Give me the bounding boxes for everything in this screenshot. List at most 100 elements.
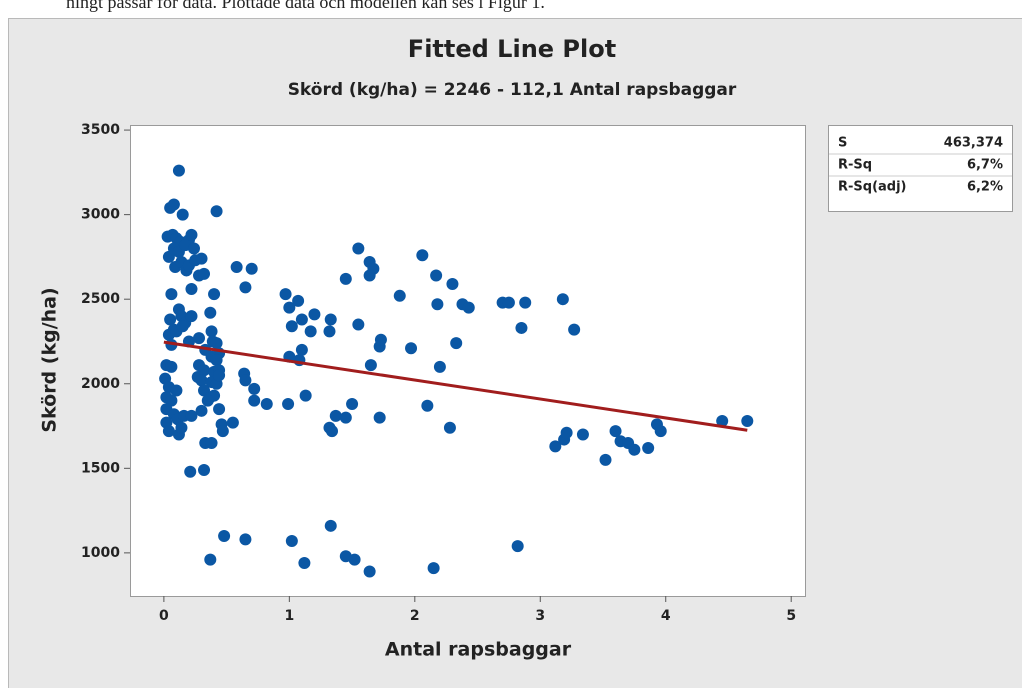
data-point [416, 249, 428, 261]
data-point [600, 454, 612, 466]
data-point [206, 325, 218, 337]
data-point [450, 337, 462, 349]
data-point [185, 283, 197, 295]
data-point [213, 369, 225, 381]
data-point [213, 403, 225, 415]
data-point [308, 308, 320, 320]
data-point [217, 425, 229, 437]
document-text: ningt passar för data. Plottade data och… [66, 0, 545, 12]
x-tick-label: 1 [284, 608, 294, 624]
x-tick-label: 4 [661, 608, 671, 624]
data-point [198, 464, 210, 476]
data-point [261, 398, 273, 410]
x-tick-label: 5 [786, 608, 796, 624]
data-point [352, 242, 364, 254]
data-point [349, 554, 361, 566]
data-point [198, 268, 210, 280]
data-point [177, 209, 189, 221]
data-point [204, 554, 216, 566]
data-point [444, 422, 456, 434]
data-point [325, 313, 337, 325]
y-tick-label: 1000 [81, 545, 120, 561]
data-point [577, 428, 589, 440]
data-point [300, 390, 312, 402]
data-point [165, 361, 177, 373]
data-point [175, 422, 187, 434]
y-tick-label: 2500 [81, 291, 120, 307]
data-point [375, 334, 387, 346]
data-point [610, 425, 622, 437]
data-point [340, 273, 352, 285]
data-point [296, 313, 308, 325]
data-point [248, 395, 260, 407]
data-point [185, 229, 197, 241]
data-point [286, 320, 298, 332]
data-point [352, 319, 364, 331]
x-tick-label: 2 [410, 608, 420, 624]
data-point [519, 297, 531, 309]
data-point [211, 354, 223, 366]
data-point [188, 242, 200, 254]
data-point [211, 337, 223, 349]
data-point [628, 444, 640, 456]
data-point [394, 290, 406, 302]
stats-value: 6,7% [967, 158, 1003, 173]
data-point [170, 385, 182, 397]
data-point [741, 415, 753, 427]
data-point [218, 530, 230, 542]
data-point [405, 342, 417, 354]
data-point [428, 562, 440, 574]
data-point [204, 307, 216, 319]
x-tick-label: 3 [535, 608, 545, 624]
data-point [286, 535, 298, 547]
data-point [227, 417, 239, 429]
data-point [177, 320, 189, 332]
stats-label: S [838, 136, 847, 151]
data-point [239, 533, 251, 545]
stats-label: R-Sq(adj) [838, 180, 907, 195]
data-point [330, 410, 342, 422]
y-tick-label: 2000 [81, 376, 120, 392]
chart-title: Fitted Line Plot [408, 35, 616, 63]
stats-value: 6,2% [967, 180, 1003, 195]
x-tick-label: 0 [159, 608, 169, 624]
data-point [325, 520, 337, 532]
data-point [211, 205, 223, 217]
data-point [296, 344, 308, 356]
chart-subtitle: Skörd (kg/ha) = 2246 - 112,1 Antal rapsb… [288, 80, 737, 100]
data-point [292, 295, 304, 307]
data-point [168, 198, 180, 210]
data-point [503, 297, 515, 309]
data-point [515, 322, 527, 334]
data-point [231, 261, 243, 273]
y-tick-label: 3500 [81, 122, 120, 138]
data-point [434, 361, 446, 373]
data-point [246, 263, 258, 275]
data-point [642, 442, 654, 454]
data-point [202, 395, 214, 407]
data-point [165, 288, 177, 300]
data-point [365, 359, 377, 371]
data-point [184, 466, 196, 478]
data-point [248, 383, 260, 395]
data-point [557, 293, 569, 305]
data-point [282, 398, 294, 410]
data-point [298, 557, 310, 569]
data-point [446, 278, 458, 290]
data-point [196, 374, 208, 386]
data-point [193, 332, 205, 344]
data-point [421, 400, 433, 412]
data-point [374, 412, 386, 424]
data-point [512, 540, 524, 552]
data-point [568, 324, 580, 336]
data-point [239, 374, 251, 386]
data-point [463, 302, 475, 314]
x-axis-label: Antal rapsbaggar [385, 639, 572, 661]
data-point [364, 270, 376, 282]
y-tick-label: 1500 [81, 460, 120, 476]
data-point [305, 325, 317, 337]
y-axis-label: Skörd (kg/ha) [39, 287, 61, 432]
data-point [655, 425, 667, 437]
data-point [340, 412, 352, 424]
